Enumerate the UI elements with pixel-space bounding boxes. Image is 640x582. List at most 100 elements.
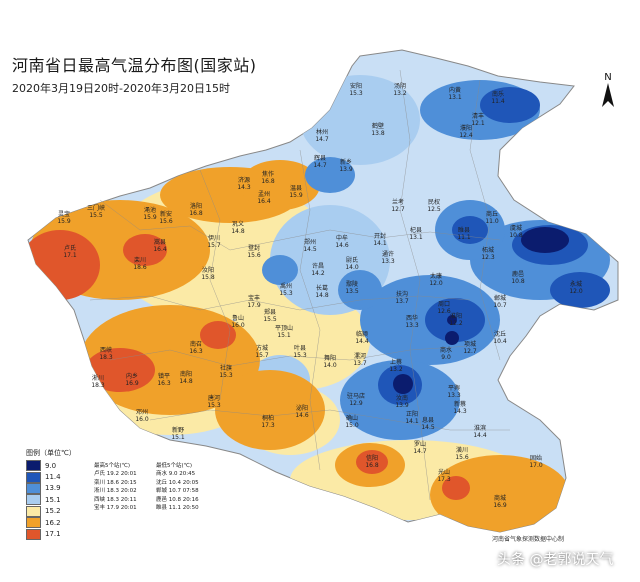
ranking-station: 郸城	[156, 488, 169, 495]
station-name: 平顶山	[275, 324, 293, 332]
ranking-time: 20:16	[182, 496, 199, 503]
station-value: 13.3	[405, 322, 419, 329]
station-value: 15.7	[207, 242, 221, 249]
ranking-row: 沈丘 10.4 20:05	[156, 479, 226, 487]
station-name: 渑池	[144, 206, 156, 214]
legend-value: 11.4	[45, 473, 61, 482]
ranking-time: 20:45	[179, 471, 196, 478]
station-name: 淮滨	[474, 424, 486, 432]
station-value: 12.9	[349, 400, 363, 407]
station-value: 15.5	[263, 316, 277, 323]
station-name: 鹿邑	[512, 270, 524, 278]
station-name: 内乡	[126, 372, 138, 380]
station-value: 13.7	[353, 360, 367, 367]
station-name: 登封	[248, 244, 260, 252]
ranking-time: 07:58	[182, 488, 199, 495]
ranking-value: 10.7	[168, 488, 183, 495]
station-value: 15.7	[255, 352, 269, 359]
station-value: 13.9	[339, 166, 353, 173]
station-value: 14.4	[473, 432, 487, 439]
station-value: 15.3	[349, 90, 363, 97]
ranking-time: 20:01	[120, 471, 137, 478]
station-name: 西峡	[100, 346, 112, 354]
station-name: 桐柏	[262, 414, 274, 422]
legend-item: 17.1	[26, 528, 76, 540]
station-name: 正阳	[406, 410, 418, 418]
north-arrow-icon	[602, 83, 614, 107]
station-name: 睢县	[458, 226, 470, 234]
legend-swatch	[26, 505, 41, 517]
legend-item: 13.9	[26, 482, 76, 494]
station-name: 商水	[440, 346, 452, 354]
station-value: 14.0	[323, 362, 337, 369]
station-value: 15.8	[201, 274, 215, 281]
station-value: 15.6	[455, 454, 469, 461]
station-value: 16.3	[157, 380, 171, 387]
station-value: 13.2	[389, 366, 403, 373]
ranking-value: 18.3	[106, 488, 121, 495]
station-value: 15.1	[277, 332, 291, 339]
ranking-row: 宝丰 17.9 20:01	[94, 504, 164, 512]
ranking-station: 栾川	[94, 479, 107, 486]
station-value: 13.9	[395, 402, 409, 409]
station-value: 13.3	[447, 392, 461, 399]
station-value: 16.9	[125, 380, 139, 387]
ranking-station: 商水	[156, 471, 169, 478]
station-value: 15.9	[289, 192, 303, 199]
station-value: 10.7	[493, 302, 507, 309]
station-name: 社旗	[220, 364, 232, 372]
station-name: 漯河	[354, 352, 366, 360]
station-value: 15.9	[143, 214, 157, 221]
station-value: 12.7	[391, 206, 405, 213]
station-value: 16.9	[493, 502, 507, 509]
ranking-value: 19.2	[106, 471, 121, 478]
station-name: 郑州	[304, 238, 316, 246]
ranking-time: 20:01	[120, 505, 137, 512]
legend-swatch	[26, 528, 41, 540]
ranking-low: 最低5个站(℃) 商水 9.0 20:45 沈丘 10.4 20:05 郸城 1…	[156, 462, 226, 512]
station-name: 郸城	[494, 294, 506, 302]
ranking-row: 郸城 10.7 07:58	[156, 487, 226, 495]
station-name: 淅川	[92, 374, 104, 382]
station-value: 13.8	[371, 130, 385, 137]
station-value: 14.2	[311, 270, 325, 277]
station-value: 17.3	[261, 422, 275, 429]
station-value: 12.4	[459, 132, 473, 139]
legend-swatch	[26, 482, 41, 494]
station-name: 巩义	[232, 221, 244, 228]
station-value: 16.8	[365, 462, 379, 469]
station-value: 14.1	[405, 418, 419, 425]
ranking-value: 10.8	[168, 496, 183, 503]
station-name: 汝南	[396, 394, 408, 402]
station-name: 虞城	[510, 224, 522, 232]
ranking-station: 淅川	[94, 488, 107, 495]
watermark: 头条 @老郭说天气	[497, 552, 614, 568]
station-name: 卢氏	[64, 244, 76, 252]
station-value: 14.5	[421, 424, 435, 431]
station-name: 汤阴	[394, 82, 406, 90]
station-name: 固始	[530, 454, 542, 462]
station-name: 扶沟	[396, 290, 408, 298]
station-name: 鄢陵	[346, 280, 358, 288]
station-name: 嵩县	[154, 238, 166, 246]
station-value: 15.3	[293, 352, 307, 359]
ranking-row: 卢氏 19.2 20:01	[94, 470, 164, 478]
station-value: 12.2	[449, 320, 463, 327]
